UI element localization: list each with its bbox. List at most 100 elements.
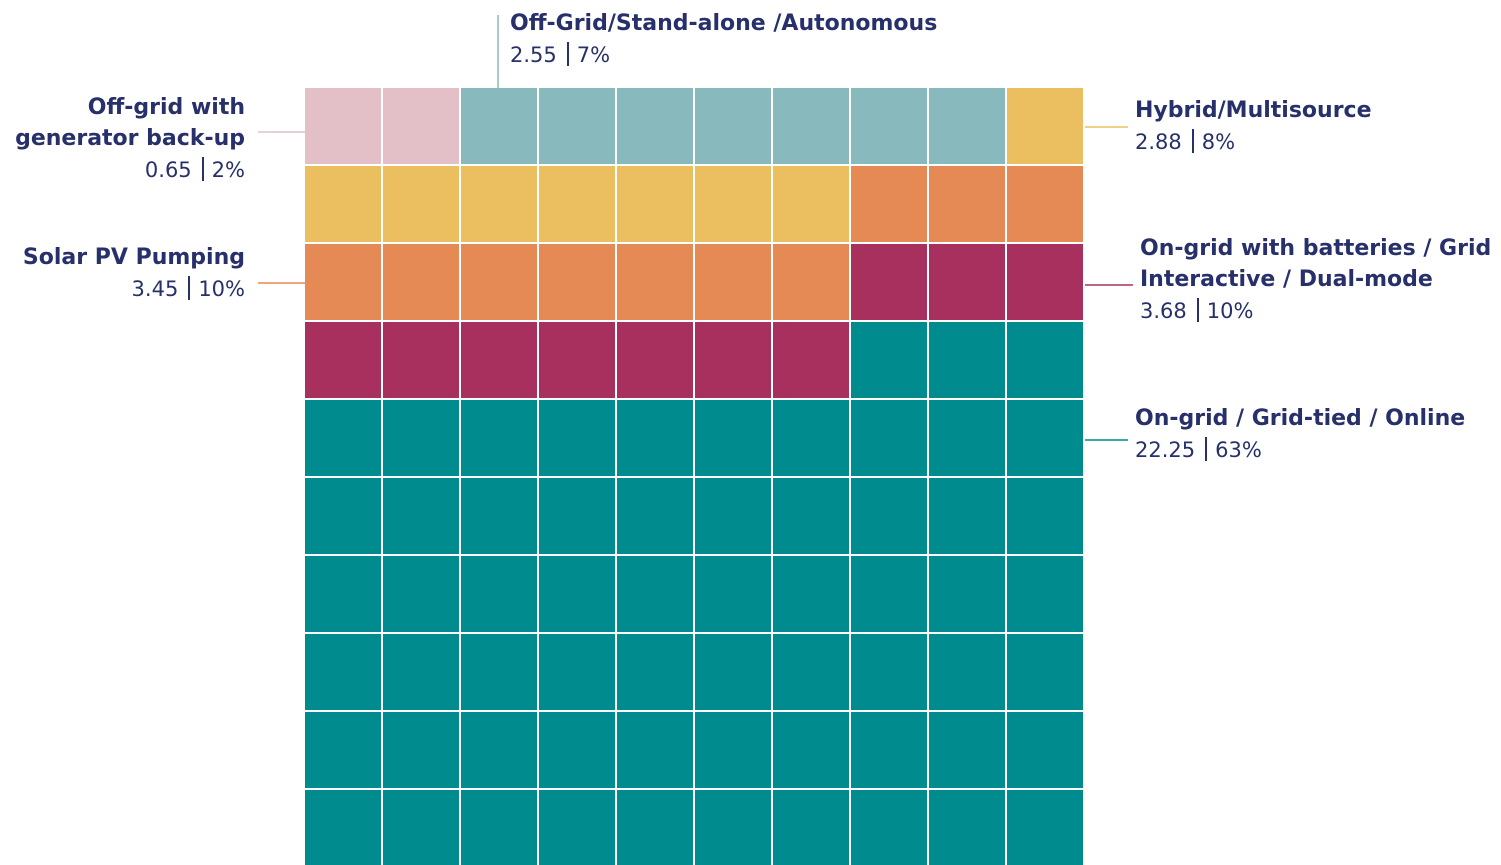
waffle-cell (851, 712, 927, 788)
waffle-cell (383, 712, 459, 788)
amount: 2.88 (1135, 130, 1182, 154)
separator (566, 42, 569, 66)
waffle-cell (461, 322, 537, 398)
share: 63% (1215, 438, 1262, 462)
waffle-cell (461, 244, 537, 320)
waffle-cell (1007, 790, 1083, 865)
series-value: 22.25 63% (1135, 434, 1465, 467)
waffle-cell (461, 556, 537, 632)
waffle-cell (1007, 400, 1083, 476)
waffle-cell (695, 322, 771, 398)
waffle-cell (695, 400, 771, 476)
waffle-cell (851, 478, 927, 554)
series-label: Off-grid with generator back-up 0.65 2% (5, 92, 245, 187)
series-name: Solar PV Pumping (22, 245, 245, 270)
waffle-cell (1007, 322, 1083, 398)
waffle-cell (695, 712, 771, 788)
waffle-cell (929, 712, 1005, 788)
series-name: On-grid with batteries / Grid Interactiv… (1140, 236, 1492, 292)
series-value: 3.45 10% (5, 273, 245, 306)
separator (201, 157, 204, 181)
waffle-cell (539, 478, 615, 554)
waffle-cell (929, 556, 1005, 632)
waffle-cell (539, 88, 615, 164)
waffle-cell (461, 790, 537, 865)
waffle-cell (383, 244, 459, 320)
waffle-cell (461, 712, 537, 788)
separator (1191, 129, 1194, 153)
waffle-cell (929, 400, 1005, 476)
waffle-cell (695, 88, 771, 164)
waffle-cell (617, 166, 693, 242)
share: 2% (211, 158, 245, 182)
waffle-cell (695, 244, 771, 320)
share: 10% (198, 277, 245, 301)
amount: 3.45 (131, 277, 179, 301)
share: 7% (576, 43, 611, 67)
waffle-cell (773, 478, 849, 554)
waffle-cell (773, 400, 849, 476)
waffle-cell (539, 244, 615, 320)
waffle-cell (383, 790, 459, 865)
waffle-cell (617, 400, 693, 476)
waffle-cell (383, 634, 459, 710)
separator (1205, 437, 1208, 461)
waffle-cell (383, 556, 459, 632)
series-label: Hybrid/Multisource 2.88 8% (1135, 95, 1372, 159)
waffle-cell (695, 634, 771, 710)
waffle-cell (851, 88, 927, 164)
waffle-cell (929, 790, 1005, 865)
waffle-cell (617, 244, 693, 320)
waffle-cell (539, 634, 615, 710)
waffle-cell (617, 88, 693, 164)
series-value: 0.65 2% (5, 154, 245, 187)
waffle-cell (1007, 166, 1083, 242)
waffle-cell (773, 556, 849, 632)
amount: 0.65 (144, 158, 192, 182)
waffle-cell (617, 634, 693, 710)
waffle-cell (851, 790, 927, 865)
waffle-cell (851, 244, 927, 320)
waffle-cell (1007, 244, 1083, 320)
waffle-cell (929, 166, 1005, 242)
waffle-cell (695, 166, 771, 242)
waffle-cell (305, 88, 381, 164)
waffle-cell (461, 634, 537, 710)
waffle-cell (305, 166, 381, 242)
series-name: Off-grid with generator back-up (15, 95, 245, 151)
waffle-cell (383, 400, 459, 476)
separator (1196, 298, 1199, 322)
waffle-cell (773, 166, 849, 242)
waffle-cell (1007, 88, 1083, 164)
waffle-cell (1007, 634, 1083, 710)
waffle-cell (305, 478, 381, 554)
waffle-cell (305, 556, 381, 632)
waffle-cell (305, 244, 381, 320)
waffle-cell (617, 322, 693, 398)
series-label: On-grid with batteries / Grid Interactiv… (1140, 233, 1491, 328)
waffle-cell (929, 244, 1005, 320)
series-value: 2.88 8% (1135, 126, 1372, 159)
amount: 2.55 (510, 43, 557, 67)
waffle-cell (929, 322, 1005, 398)
waffle-cell (851, 400, 927, 476)
waffle-cell (773, 790, 849, 865)
separator (188, 276, 191, 300)
series-name: Hybrid/Multisource (1135, 98, 1372, 123)
waffle-cell (851, 166, 927, 242)
share: 10% (1206, 299, 1254, 323)
waffle-cell (773, 88, 849, 164)
waffle-cell (617, 478, 693, 554)
waffle-cell (305, 400, 381, 476)
waffle-cell (929, 634, 1005, 710)
waffle-cell (383, 166, 459, 242)
waffle-cell (773, 712, 849, 788)
waffle-cell (383, 322, 459, 398)
waffle-cell (929, 88, 1005, 164)
amount: 3.68 (1140, 299, 1187, 323)
share: 8% (1201, 130, 1236, 154)
waffle-cell (305, 322, 381, 398)
waffle-cell (305, 790, 381, 865)
series-label: On-grid / Grid-tied / Online 22.25 63% (1135, 403, 1465, 467)
